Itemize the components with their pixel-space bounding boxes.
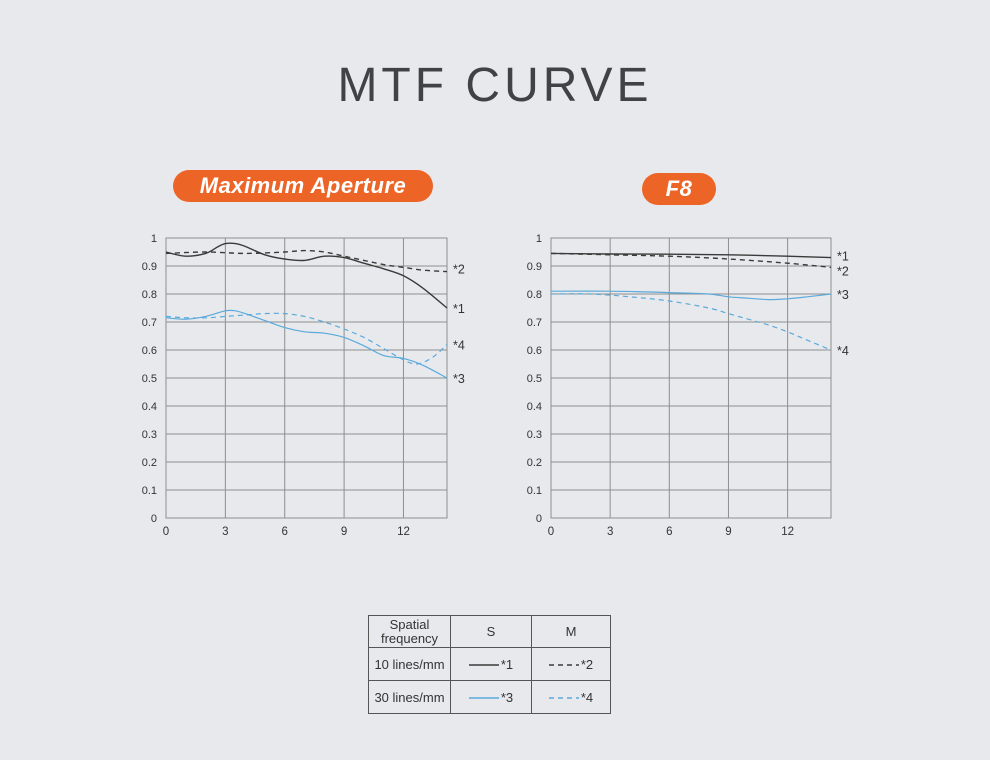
- series-end-label: *4: [837, 344, 849, 358]
- legend-row-30: 30 lines/mm *3 *4: [368, 680, 611, 714]
- legend-row-label: 10 lines/mm: [368, 647, 451, 681]
- legend-cell-s3: *3: [450, 680, 532, 714]
- mtf-line-series-3: [165, 309, 448, 379]
- mtf-line-series-4: [165, 312, 448, 365]
- max-aperture-badge: Maximum Aperture: [173, 170, 433, 202]
- legend-row-label: 30 lines/mm: [368, 680, 451, 714]
- page-title: MTF CURVE: [337, 59, 653, 112]
- y-tick-label: 0.7: [142, 317, 157, 329]
- plot-frame: [550, 237, 832, 519]
- y-tick-label: 0.1: [142, 485, 157, 497]
- legend-series-name: *3: [500, 690, 514, 706]
- mtf-line-series-2: [550, 252, 832, 269]
- series-end-label: *2: [453, 263, 465, 277]
- mtf-line-series-1: [165, 242, 448, 309]
- legend-sample: *1: [468, 657, 514, 673]
- legend-cell-m4: *4: [531, 680, 611, 714]
- y-tick-label: 0.9: [527, 261, 542, 273]
- series-end-label: *1: [453, 302, 465, 316]
- mtf-line-series-2: [165, 249, 448, 273]
- legend-sample: *4: [548, 690, 594, 706]
- plot-frame: [165, 237, 448, 519]
- legend-row-10: 10 lines/mm *1 *2: [368, 647, 611, 681]
- solid-dark-line-icon: [468, 664, 499, 666]
- spatial-label: Spatial: [389, 616, 430, 632]
- x-tick-label: 12: [397, 526, 410, 538]
- x-tick-label: 3: [607, 526, 613, 538]
- x-tick-label: 9: [341, 526, 347, 538]
- y-tick-label: 0.4: [142, 401, 157, 413]
- mtf-line-series-3: [550, 290, 832, 301]
- series-end-label: *3: [837, 288, 849, 302]
- legend-series-name: *4: [580, 690, 594, 706]
- x-tick-label: 6: [666, 526, 672, 538]
- legend-header-m: M: [531, 615, 611, 648]
- y-tick-label: 0.3: [142, 429, 157, 441]
- x-tick-label: 6: [282, 526, 288, 538]
- solid-blue-line-icon: [468, 697, 499, 699]
- x-tick-label: 12: [781, 526, 794, 538]
- mtf-line-series-4: [550, 293, 832, 351]
- legend-header-s: S: [450, 615, 532, 648]
- legend-sample: *2: [548, 657, 594, 673]
- frequency-label: frequency: [380, 630, 439, 646]
- y-tick-label: 0.5: [527, 373, 542, 385]
- y-tick-label: 0.2: [142, 457, 157, 469]
- y-tick-label: 0.7: [527, 317, 542, 329]
- y-tick-label: 0.5: [142, 373, 157, 385]
- legend-cell-m2: *2: [531, 647, 611, 681]
- y-tick-label: 0.8: [142, 289, 157, 301]
- x-tick-label: 9: [725, 526, 731, 538]
- y-tick-label: 0.1: [527, 485, 542, 497]
- y-tick-label: 0.8: [527, 289, 542, 301]
- legend-table: Spatial frequency S M 10 lines/mm *1 *2: [368, 615, 611, 714]
- y-tick-label: 0.6: [142, 345, 157, 357]
- f8-badge: F8: [642, 173, 716, 205]
- legend-series-name: *1: [500, 657, 514, 673]
- legend-sample: *3: [468, 690, 514, 706]
- y-tick-label: 1: [536, 233, 542, 245]
- y-tick-label: 0.6: [527, 345, 542, 357]
- y-tick-label: 0.3: [527, 429, 542, 441]
- dashed-blue-line-icon: [548, 697, 579, 699]
- series-end-label: *1: [837, 250, 849, 264]
- series-end-label: *4: [453, 338, 465, 352]
- series-end-label: *2: [837, 264, 849, 278]
- x-tick-label: 0: [163, 526, 169, 538]
- legend-series-name: *2: [580, 657, 594, 673]
- y-tick-label: 0: [536, 513, 542, 525]
- mtf-line-series-1: [550, 252, 832, 259]
- y-tick-label: 0.9: [142, 261, 157, 273]
- y-tick-label: 1: [151, 233, 157, 245]
- y-tick-label: 0.4: [527, 401, 542, 413]
- y-tick-label: 0: [151, 513, 157, 525]
- legend-header-label: Spatial frequency: [368, 615, 451, 648]
- legend-header-row: Spatial frequency S M: [368, 615, 611, 648]
- legend-cell-s1: *1: [450, 647, 532, 681]
- x-tick-label: 3: [222, 526, 228, 538]
- dashed-dark-line-icon: [548, 664, 579, 666]
- series-end-label: *3: [453, 372, 465, 386]
- y-tick-label: 0.2: [527, 457, 542, 469]
- x-tick-label: 0: [548, 526, 554, 538]
